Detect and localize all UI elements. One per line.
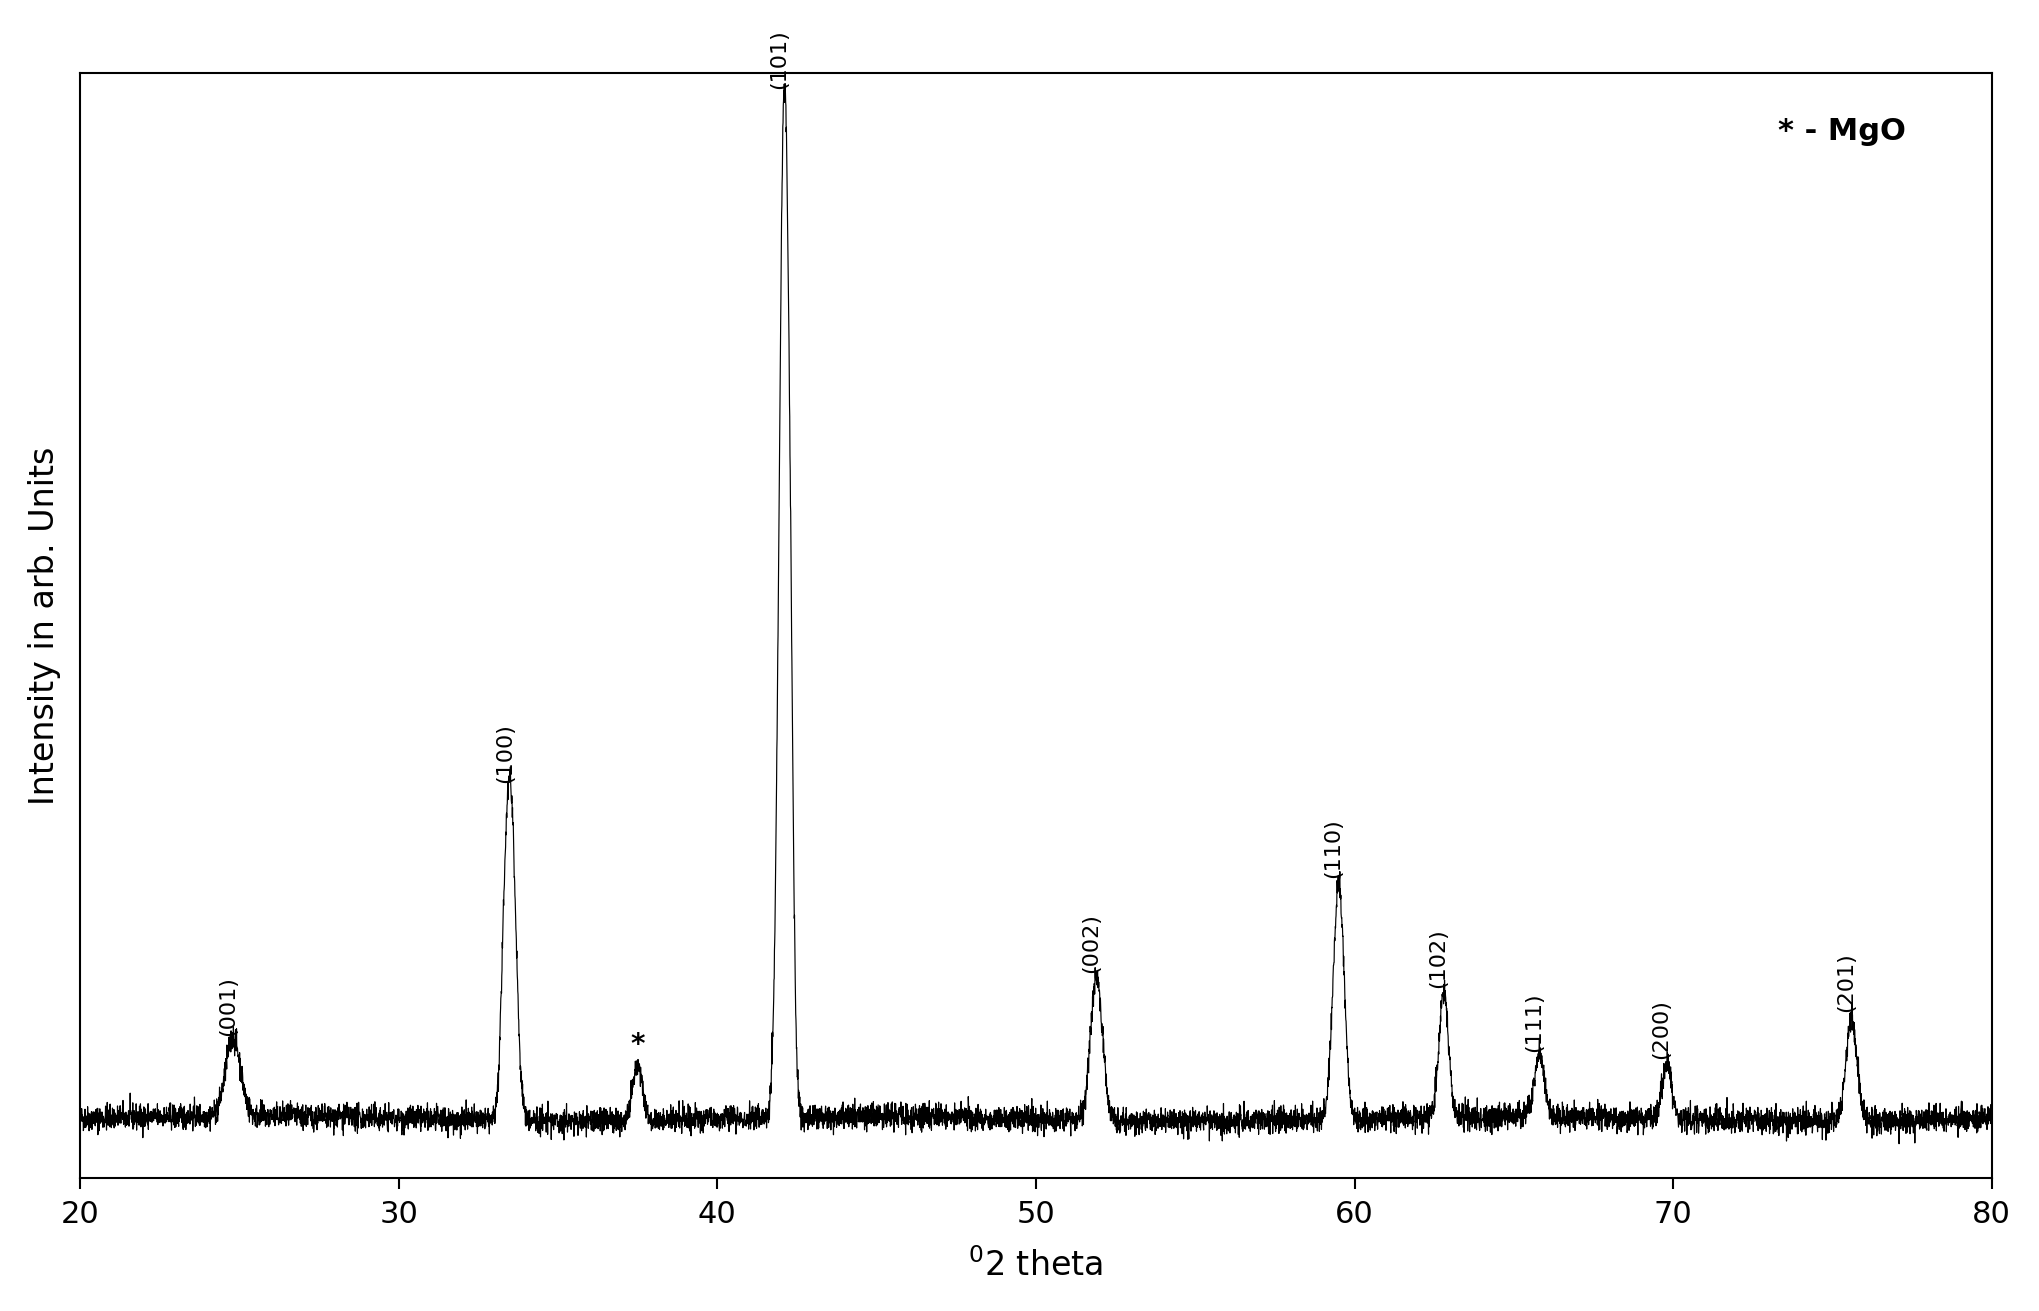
Text: (110): (110) bbox=[1323, 818, 1344, 878]
Text: (102): (102) bbox=[1429, 928, 1448, 988]
Text: (100): (100) bbox=[495, 724, 516, 783]
Text: *: * bbox=[630, 1032, 644, 1059]
Text: (001): (001) bbox=[218, 975, 239, 1036]
Text: * - MgO: * - MgO bbox=[1778, 117, 1906, 147]
Text: (111): (111) bbox=[1525, 992, 1544, 1051]
Text: (101): (101) bbox=[769, 29, 789, 89]
Text: (002): (002) bbox=[1081, 912, 1101, 973]
X-axis label: $^{0}$2 theta: $^{0}$2 theta bbox=[969, 1248, 1103, 1283]
Text: (201): (201) bbox=[1837, 952, 1855, 1012]
Text: (200): (200) bbox=[1652, 999, 1672, 1059]
Y-axis label: Intensity in arb. Units: Intensity in arb. Units bbox=[29, 446, 61, 805]
